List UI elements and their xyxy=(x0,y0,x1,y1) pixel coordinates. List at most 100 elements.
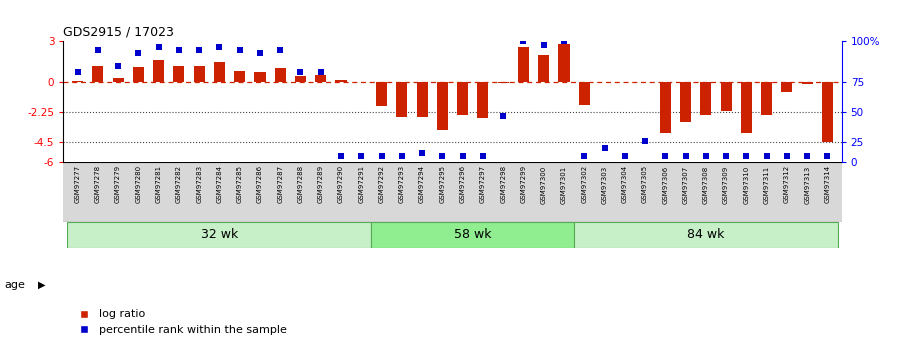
Text: GSM97309: GSM97309 xyxy=(723,165,729,204)
Point xyxy=(354,154,368,159)
Bar xyxy=(112,78,124,82)
Text: GSM97308: GSM97308 xyxy=(703,165,709,204)
Point xyxy=(719,154,733,159)
Text: GSM97287: GSM97287 xyxy=(277,165,283,204)
Point xyxy=(780,154,795,159)
Bar xyxy=(234,71,245,82)
Bar xyxy=(254,72,265,82)
Bar xyxy=(720,82,732,111)
Point xyxy=(476,154,491,159)
Point xyxy=(679,154,693,159)
Text: GDS2915 / 17023: GDS2915 / 17023 xyxy=(63,26,175,39)
Text: GSM97280: GSM97280 xyxy=(136,165,141,204)
Bar xyxy=(416,82,428,117)
Text: GSM97300: GSM97300 xyxy=(540,165,547,204)
Point xyxy=(172,47,186,53)
Text: GSM97281: GSM97281 xyxy=(156,165,162,204)
Point xyxy=(800,154,814,159)
Text: GSM97297: GSM97297 xyxy=(480,165,486,204)
Point xyxy=(597,145,612,151)
Bar xyxy=(92,66,103,82)
Bar xyxy=(578,82,590,105)
Text: GSM97295: GSM97295 xyxy=(439,165,445,203)
Text: GSM97278: GSM97278 xyxy=(95,165,100,204)
Point xyxy=(577,154,592,159)
Bar xyxy=(660,82,671,133)
Bar xyxy=(214,61,225,82)
Bar xyxy=(741,82,752,133)
Text: GSM97277: GSM97277 xyxy=(74,165,81,204)
Bar xyxy=(274,68,286,82)
Text: GSM97283: GSM97283 xyxy=(196,165,202,204)
Point xyxy=(414,150,429,156)
Text: GSM97290: GSM97290 xyxy=(338,165,344,204)
Text: GSM97310: GSM97310 xyxy=(743,165,749,204)
Point xyxy=(638,138,653,144)
Text: GSM97292: GSM97292 xyxy=(378,165,385,203)
Text: GSM97294: GSM97294 xyxy=(419,165,425,203)
Point xyxy=(557,39,571,44)
Text: GSM97285: GSM97285 xyxy=(237,165,243,203)
Text: GSM97312: GSM97312 xyxy=(784,165,790,204)
Text: GSM97279: GSM97279 xyxy=(115,165,121,204)
Bar xyxy=(371,221,574,248)
Bar xyxy=(194,66,205,82)
Point xyxy=(293,69,308,75)
Point xyxy=(375,154,389,159)
Text: 84 wk: 84 wk xyxy=(687,228,725,242)
Bar xyxy=(477,82,489,118)
Bar xyxy=(315,75,327,82)
Bar xyxy=(518,47,529,82)
Bar xyxy=(700,82,711,115)
Point xyxy=(759,154,774,159)
Point xyxy=(739,154,754,159)
Point xyxy=(90,47,105,53)
Text: GSM97293: GSM97293 xyxy=(399,165,405,204)
Text: GSM97282: GSM97282 xyxy=(176,165,182,203)
Bar xyxy=(457,82,468,115)
Point xyxy=(455,154,470,159)
Point xyxy=(334,154,348,159)
Point xyxy=(131,51,146,56)
Bar xyxy=(336,80,347,82)
Text: GSM97303: GSM97303 xyxy=(602,165,607,204)
Point xyxy=(496,114,510,119)
Bar xyxy=(173,66,185,82)
Text: GSM97313: GSM97313 xyxy=(805,165,810,204)
Text: GSM97304: GSM97304 xyxy=(622,165,628,204)
Text: GSM97306: GSM97306 xyxy=(662,165,668,204)
Text: GSM97288: GSM97288 xyxy=(298,165,303,204)
Bar xyxy=(437,82,448,130)
Bar xyxy=(153,60,164,82)
Text: GSM97302: GSM97302 xyxy=(581,165,587,204)
Bar xyxy=(802,82,813,84)
Bar xyxy=(558,44,569,82)
Text: GSM97305: GSM97305 xyxy=(642,165,648,204)
Point xyxy=(435,154,450,159)
Point xyxy=(151,45,166,50)
Bar xyxy=(396,82,407,117)
Text: GSM97299: GSM97299 xyxy=(520,165,527,204)
Point xyxy=(252,51,267,56)
Bar xyxy=(133,67,144,82)
Text: age: age xyxy=(5,280,25,289)
Point xyxy=(516,39,530,44)
Point xyxy=(71,69,85,75)
Bar xyxy=(680,82,691,122)
Bar xyxy=(295,76,306,82)
Point xyxy=(617,154,632,159)
Bar xyxy=(376,82,387,106)
Point xyxy=(233,47,247,53)
Point xyxy=(820,154,834,159)
Text: 58 wk: 58 wk xyxy=(454,228,491,242)
Point xyxy=(192,47,206,53)
Text: GSM97289: GSM97289 xyxy=(318,165,324,204)
Text: GSM97284: GSM97284 xyxy=(216,165,223,203)
Text: GSM97296: GSM97296 xyxy=(460,165,466,204)
Text: GSM97291: GSM97291 xyxy=(358,165,365,204)
Bar xyxy=(574,221,838,248)
Point xyxy=(110,63,125,68)
Text: GSM97298: GSM97298 xyxy=(500,165,506,204)
Bar xyxy=(761,82,772,115)
Bar xyxy=(498,82,509,83)
